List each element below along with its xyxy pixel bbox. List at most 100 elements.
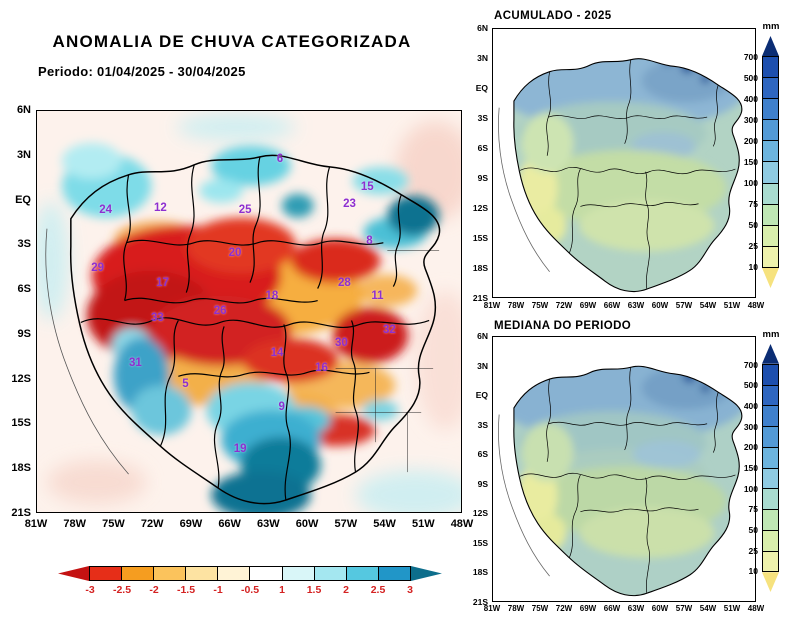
colorbar-tick-label: 200 bbox=[743, 442, 758, 453]
x-tick-label: 69W bbox=[579, 301, 597, 310]
colorbar-segment bbox=[314, 566, 347, 581]
accumulated-y-axis: 6N 3N EQ 3S 6S 9S 12S 15S 18S 21S bbox=[463, 23, 490, 303]
x-tick-label: 69W bbox=[179, 518, 203, 530]
x-tick-label: 78W bbox=[507, 301, 525, 310]
y-tick-label: 18S bbox=[472, 567, 488, 578]
y-tick-label: EQ bbox=[15, 193, 31, 206]
x-tick-label: 54W bbox=[699, 301, 717, 310]
colorbar-segment bbox=[250, 566, 283, 581]
x-tick-label: 66W bbox=[603, 604, 621, 613]
y-tick-label: 21S bbox=[472, 293, 488, 303]
x-tick-label: 72W bbox=[555, 301, 573, 310]
x-tick-label: 51W bbox=[723, 301, 741, 310]
colorbar-tick-label: 75 bbox=[748, 504, 758, 515]
x-tick-label: 66W bbox=[218, 518, 241, 530]
colorbar-segment bbox=[762, 551, 779, 573]
basin-id-label: 17 bbox=[156, 277, 169, 290]
colorbar-segment bbox=[762, 162, 779, 184]
basin-id-label: 33 bbox=[151, 311, 164, 324]
colorbar-tick-label: 10 bbox=[748, 566, 758, 577]
colorbar-tick-label: 25 bbox=[748, 241, 758, 251]
y-tick-label: 12S bbox=[11, 372, 31, 385]
basin-id-label: 15 bbox=[360, 180, 374, 193]
x-tick-label: 81W bbox=[483, 604, 501, 613]
colorbar-segment bbox=[762, 530, 779, 552]
y-tick-label: 3S bbox=[477, 113, 488, 123]
x-tick-label: 81W bbox=[483, 301, 501, 310]
y-tick-label: 6N bbox=[477, 331, 488, 341]
median-title: MEDIANA DO PERIODO bbox=[494, 320, 632, 332]
colorbar-segment bbox=[89, 566, 123, 581]
x-tick-label: 57W bbox=[675, 604, 693, 613]
y-tick-label: 3N bbox=[477, 360, 488, 371]
basin-id-label: 20 bbox=[228, 247, 242, 260]
colorbar-segment bbox=[58, 566, 90, 581]
x-tick-label: 81W bbox=[24, 518, 48, 530]
basin-id-label: 29 bbox=[91, 262, 105, 275]
colorbar-segment bbox=[762, 267, 779, 288]
colorbar-segment bbox=[762, 246, 779, 268]
y-tick-label: 3N bbox=[477, 53, 488, 63]
y-tick-label: 6S bbox=[477, 449, 488, 460]
colorbar-tick-label: 300 bbox=[743, 421, 758, 432]
basin-id-label: 5 bbox=[182, 378, 189, 391]
basin-id-label: 14 bbox=[270, 346, 284, 359]
x-tick-label: 78W bbox=[63, 518, 87, 530]
x-tick-label: 48W bbox=[450, 518, 474, 530]
basin-id-label: 32 bbox=[382, 323, 396, 336]
colorbar-tick-label: 3 bbox=[407, 584, 413, 596]
accumulated-map bbox=[492, 28, 756, 298]
x-tick-label: 63W bbox=[627, 301, 645, 310]
x-tick-label: 57W bbox=[334, 518, 358, 530]
colorbar-tick-label: 150 bbox=[743, 157, 758, 167]
x-tick-label: 75W bbox=[531, 604, 549, 613]
x-tick-label: 54W bbox=[699, 604, 717, 613]
y-tick-label: 21S bbox=[11, 507, 31, 519]
x-tick-label: 48W bbox=[747, 604, 765, 613]
x-tick-label: 60W bbox=[651, 301, 669, 310]
x-tick-label: 57W bbox=[675, 301, 693, 310]
y-tick-label: 21S bbox=[472, 597, 488, 607]
anomaly-colorbar-segments bbox=[58, 566, 442, 581]
colorbar-segment bbox=[346, 566, 379, 581]
basin-id-label: 18 bbox=[265, 290, 279, 303]
colorbar-segment bbox=[762, 183, 779, 205]
colorbar-tick-label: 400 bbox=[743, 401, 758, 411]
colorbar-tick-label: 2.5 bbox=[370, 584, 386, 596]
colorbar-segment bbox=[410, 566, 442, 581]
basin-id-label: 30 bbox=[335, 336, 348, 349]
colorbar-tick-label: 150 bbox=[743, 463, 758, 473]
y-tick-label: 9S bbox=[477, 173, 488, 183]
mm-colorbar-segments bbox=[762, 36, 779, 288]
y-tick-label: EQ bbox=[475, 83, 488, 93]
x-tick-label: 72W bbox=[555, 604, 573, 613]
colorbar-tick-label: 700 bbox=[743, 359, 758, 370]
anomaly-map-art bbox=[37, 111, 461, 512]
colorbar-tick-label: 10 bbox=[748, 262, 758, 272]
x-tick-label: 69W bbox=[579, 604, 597, 613]
colorbar-segment bbox=[762, 99, 779, 121]
colorbar-tick-label: 100 bbox=[743, 178, 758, 188]
colorbar-segment bbox=[762, 78, 779, 100]
anomaly-map: 6 15 24 12 25 23 8 20 29 17 28 11 18 26 33 32 30 14 16 31 5 9… bbox=[36, 110, 462, 513]
colorbar-tick-label: 400 bbox=[743, 94, 758, 104]
colorbar-segment bbox=[762, 120, 779, 142]
colorbar-segment bbox=[282, 566, 315, 581]
colorbar-segment bbox=[122, 566, 155, 581]
x-tick-label: 48W bbox=[747, 301, 765, 310]
mm-unit-label: mm bbox=[762, 329, 780, 340]
colorbar-tick-label: 1.5 bbox=[306, 584, 322, 596]
y-tick-label: 6N bbox=[477, 23, 488, 33]
x-tick-label: 51W bbox=[411, 518, 435, 530]
basin-id-label: 16 bbox=[315, 361, 328, 374]
anomaly-colorbar-labels: -3 -2.5 -2 -1.5 -1 -0.5 1 1.5 2 2.5 3 bbox=[58, 584, 442, 598]
median-map-art bbox=[493, 337, 755, 601]
mm-colorbar-labels-2: 700 500 400 300 200 150 100 75 50 25 10 bbox=[722, 344, 760, 592]
y-tick-label: 3S bbox=[17, 238, 31, 251]
colorbar-tick-label: 2 bbox=[343, 584, 349, 596]
colorbar-tick-label: 100 bbox=[743, 483, 758, 494]
colorbar-segment bbox=[762, 406, 779, 427]
colorbar-tick-label: 1 bbox=[279, 584, 285, 596]
colorbar-segment bbox=[762, 56, 779, 79]
colorbar-segment bbox=[762, 141, 779, 163]
